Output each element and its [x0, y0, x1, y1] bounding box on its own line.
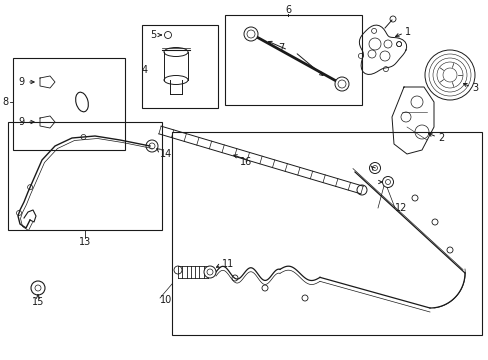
Text: 16: 16 — [240, 157, 252, 167]
Circle shape — [334, 77, 348, 91]
Text: 2: 2 — [437, 133, 443, 143]
Bar — [8, 122, 162, 230]
Text: 1: 1 — [404, 27, 410, 37]
Text: 6: 6 — [285, 5, 290, 15]
Bar — [224, 15, 361, 105]
Text: 8: 8 — [2, 97, 8, 107]
Text: 11: 11 — [222, 259, 234, 269]
Circle shape — [244, 27, 258, 41]
Text: 9: 9 — [18, 117, 24, 127]
Text: 14: 14 — [160, 149, 172, 159]
Circle shape — [382, 176, 393, 188]
Text: 9: 9 — [18, 77, 24, 87]
Text: 3: 3 — [471, 83, 477, 93]
Bar — [13, 58, 125, 150]
Bar — [172, 132, 481, 335]
Bar — [142, 25, 218, 108]
Circle shape — [369, 162, 380, 174]
Circle shape — [203, 266, 216, 278]
Text: 5: 5 — [150, 30, 156, 40]
Text: 10: 10 — [160, 295, 172, 305]
Text: 4: 4 — [142, 65, 148, 75]
Text: 7: 7 — [278, 43, 284, 53]
Text: 15: 15 — [32, 297, 44, 307]
Text: 13: 13 — [79, 237, 91, 247]
Text: 12: 12 — [394, 203, 407, 213]
